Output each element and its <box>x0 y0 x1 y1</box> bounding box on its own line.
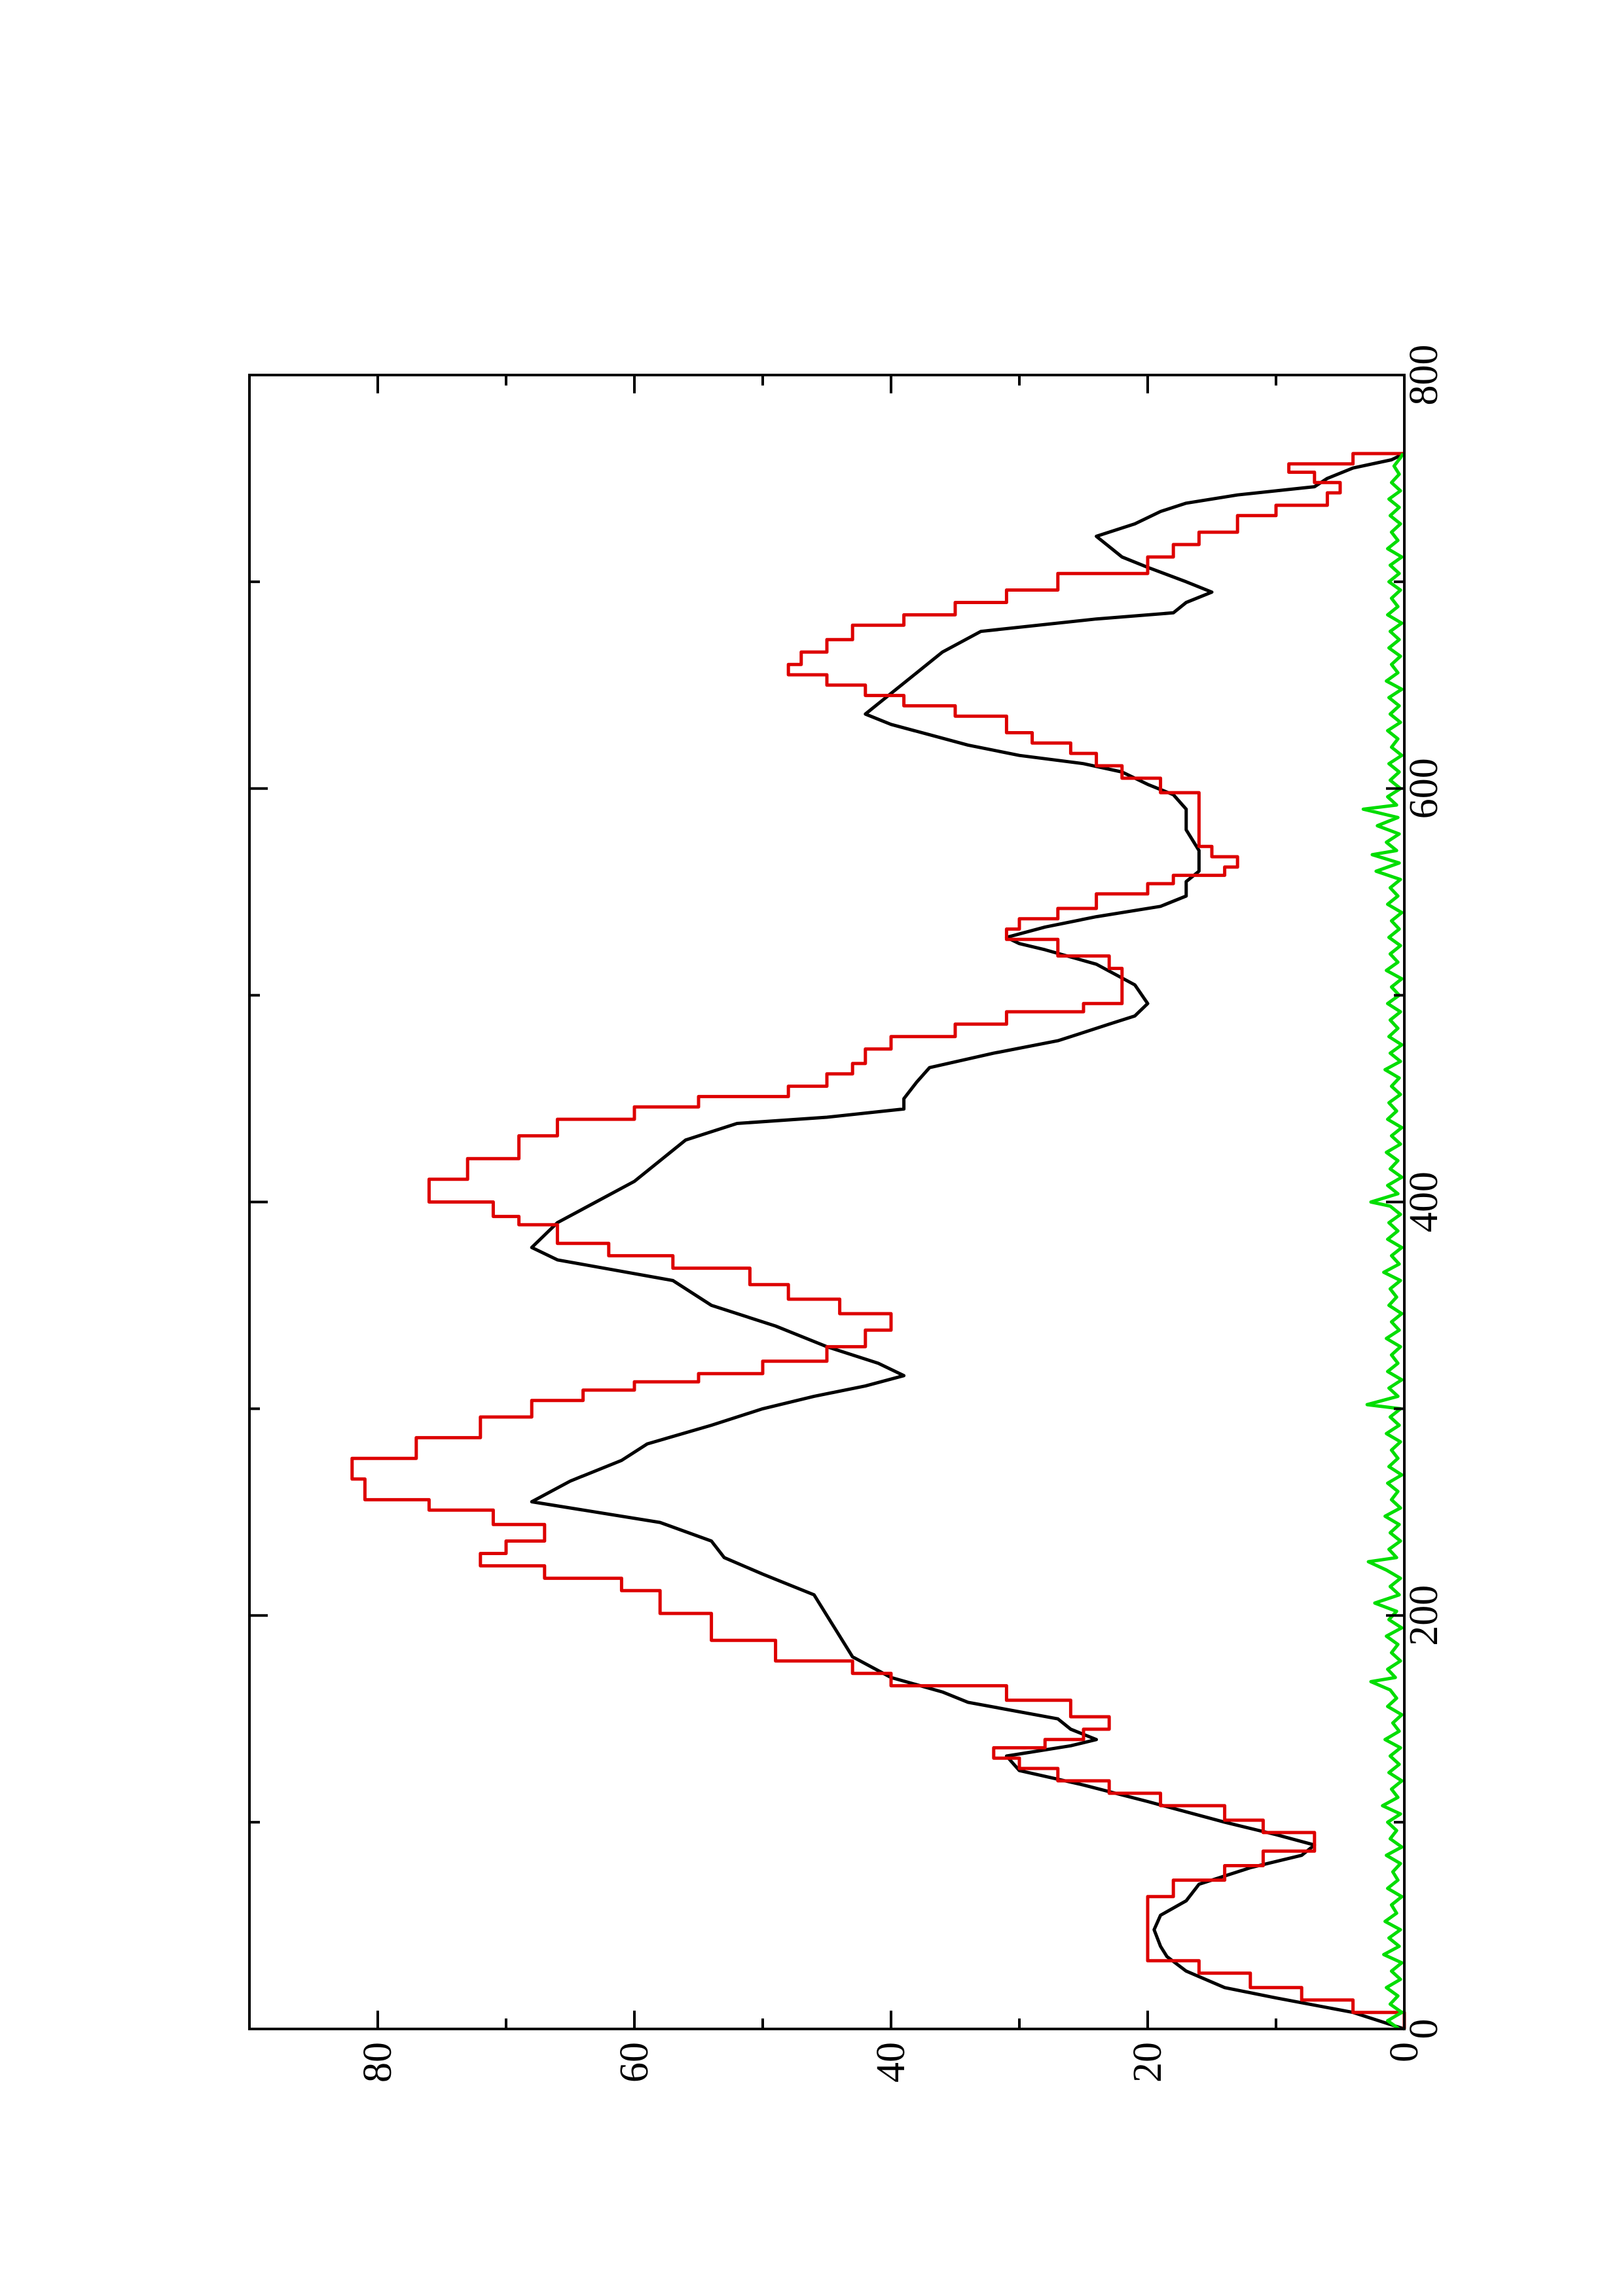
x-tick-label: 400 <box>1402 1172 1446 1232</box>
plot-frame <box>248 374 1406 2030</box>
y-tick-label: 20 <box>1125 2042 1170 2083</box>
y-tick-label: 80 <box>356 2042 400 2083</box>
series-line-2 <box>350 452 1406 2029</box>
series-line-3 <box>1361 452 1405 2031</box>
series-line-1 <box>530 452 1406 2031</box>
series-layer <box>350 452 1406 2031</box>
y-tick-label: 40 <box>869 2042 913 2083</box>
y-tick-label: 60 <box>612 2042 657 2083</box>
tick-labels: 0 200 400 600 800 0 20 40 60 80 <box>356 345 1446 2083</box>
y-tick-label: 0 <box>1382 2042 1427 2062</box>
x-tick-label: 600 <box>1402 758 1446 819</box>
x-tick-label: 800 <box>1402 345 1446 406</box>
x-tick-label: 0 <box>1402 2019 1446 2039</box>
x-tick-label: 200 <box>1402 1585 1446 1646</box>
